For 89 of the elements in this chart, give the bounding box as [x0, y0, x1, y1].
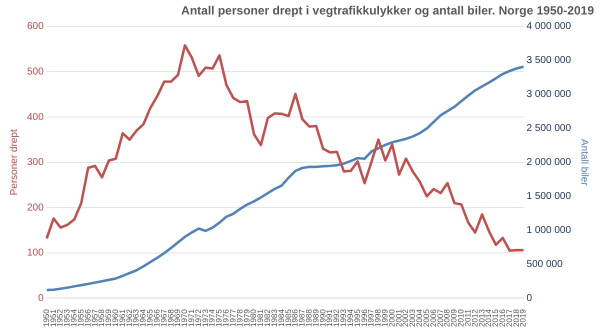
y2-tick-label: 3 000 000 [526, 89, 572, 100]
x-tick-label: 1997 [366, 308, 376, 327]
x-tick-label: 1991 [325, 308, 334, 327]
y-tick-label: 0 [38, 292, 44, 304]
x-tick-label: 1987 [298, 308, 307, 327]
y2-tick-label: 500 000 [526, 258, 564, 270]
y2-tick-label: 2 500 000 [526, 123, 572, 134]
x-tick-label: 1973 [200, 308, 210, 327]
x-tick-label: 1960 [110, 308, 120, 327]
x-tick-label: 1959 [104, 308, 114, 327]
x-tick-label: 1974 [208, 308, 217, 327]
x-tick-label: 2006 [428, 308, 438, 327]
x-tick-label: 1977 [228, 308, 238, 327]
x-tick-label: 1968 [166, 308, 176, 327]
x-tick-label: 2005 [422, 308, 431, 327]
x-tick-label: 2017 [504, 308, 514, 327]
x-tick-label: 2008 [442, 308, 452, 327]
x-tick-label: 1983 [270, 308, 279, 327]
y2-tick-label: 0 [526, 292, 533, 304]
x-tick-label: 2018 [512, 308, 521, 327]
x-tick-label: 1951 [48, 308, 58, 327]
x-tick-label: 2014 [484, 308, 494, 327]
y-tick-label: 400 [26, 112, 44, 123]
y-tick-label: 300 [26, 157, 44, 168]
x-tick-label: 2010 [456, 308, 466, 327]
x-tick-label: 1989 [311, 308, 320, 327]
y2-tick-label: 4 000 000 [526, 21, 572, 32]
x-tick-label: 2002 [401, 308, 410, 327]
x-tick-label: 1985 [284, 308, 293, 327]
x-tick-label: 1975 [214, 308, 224, 327]
x-tick-label: 1966 [152, 308, 162, 327]
x-tick-label: 1952 [56, 308, 65, 327]
x-tick-label: 1984 [276, 308, 286, 327]
y-axis-title: Personer drept [8, 129, 20, 196]
x-tick-label: 2015 [491, 308, 500, 327]
x-tick-label: 1976 [222, 308, 231, 327]
x-tick-label: 1971 [187, 308, 196, 327]
x-tick-label: 1978 [235, 308, 244, 327]
x-tick-label: 1980 [249, 308, 258, 327]
x-tick-label: 1995 [352, 308, 362, 327]
x-tick-label: 1970 [180, 308, 190, 327]
y2-tick-label: 1 500 000 [526, 191, 572, 202]
x-tick-label: 1992 [332, 308, 342, 327]
x-tick-label: 2011 [463, 308, 472, 326]
x-tick-label: 2019 [518, 308, 528, 327]
x-tick-label: 1957 [90, 308, 100, 327]
x-tick-label: 1990 [318, 308, 328, 327]
x-tick-label: 2012 [470, 308, 480, 327]
x-tick-label: 2016 [498, 308, 507, 327]
x-tick-label: 1993 [339, 308, 348, 327]
x-tick-label: 1967 [159, 308, 168, 327]
x-tick-label: 2013 [477, 308, 486, 327]
y2-tick-label: 2 000 000 [526, 157, 572, 168]
x-tick-label: 1961 [118, 308, 127, 327]
y-tick-label: 100 [26, 248, 44, 259]
y-tick-label: 600 [26, 21, 44, 32]
x-tick-label: 1965 [146, 308, 155, 327]
y2-tick-label: 1 000 000 [526, 225, 572, 236]
x-tick-label: 1986 [290, 308, 300, 327]
y2-tick-label: 3 500 000 [526, 55, 572, 66]
x-tick-label: 2004 [415, 308, 424, 327]
y-tick-label: 500 [26, 66, 44, 78]
x-tick-label: 2001 [394, 308, 404, 327]
x-tick-label: 1979 [242, 308, 252, 327]
chart-title: Antall personer drept i vegtrafikkulykker og antall biler. Norge 1950-2019 [181, 4, 594, 18]
x-tick-label: 1963 [132, 308, 141, 327]
x-tick-label: 1964 [138, 308, 148, 327]
x-tick-label: 2003 [408, 308, 418, 327]
x-tick-label: 1953 [62, 308, 72, 327]
x-tick-label: 1955 [76, 308, 86, 327]
x-tick-label: 1998 [374, 308, 383, 327]
x-tick-label: 1958 [97, 308, 106, 327]
x-tick-label: 1981 [256, 308, 266, 327]
x-tick-label: 1996 [360, 308, 369, 327]
x-tick-label: 2007 [436, 308, 445, 327]
y2-axis-title: Antall biler [578, 138, 590, 186]
x-tick-label: 1950 [42, 308, 51, 327]
x-tick-label: 2009 [450, 308, 459, 327]
x-tick-label: 1969 [173, 308, 182, 327]
x-tick-label: 1982 [263, 308, 272, 327]
x-tick-label: 1972 [194, 308, 203, 327]
x-tick-label: 1954 [70, 308, 79, 327]
y-tick-label: 200 [26, 202, 44, 214]
x-tick-label: 1988 [304, 308, 314, 327]
x-tick-label: 1999 [380, 308, 390, 327]
x-tick-label: 1962 [124, 308, 134, 327]
x-tick-label: 2000 [387, 308, 396, 327]
x-tick-label: 1994 [346, 308, 355, 327]
x-tick-label: 1956 [83, 308, 92, 327]
